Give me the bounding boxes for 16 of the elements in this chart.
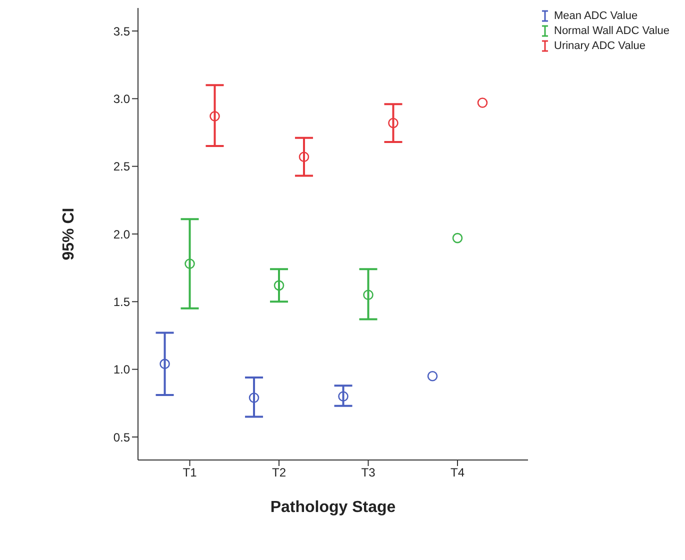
legend-label: Urinary ADC Value bbox=[554, 40, 646, 52]
y-axis-title: 95% CI bbox=[60, 208, 78, 260]
legend-label: Normal Wall ADC Value bbox=[554, 24, 670, 36]
y-tick-label: 2.5 bbox=[113, 160, 130, 174]
y-tick-label: 3.5 bbox=[113, 24, 130, 38]
x-axis-title: Pathology Stage bbox=[270, 499, 396, 516]
y-tick-label: 3.0 bbox=[113, 92, 130, 106]
x-tick-label: T4 bbox=[450, 466, 465, 480]
y-tick-label: 1.0 bbox=[113, 362, 130, 377]
y-tick-label: 1.5 bbox=[113, 294, 130, 309]
legend-label: Mean ADC Value bbox=[554, 10, 638, 22]
y-tick-label: 2.0 bbox=[113, 227, 130, 242]
x-tick-label: T1 bbox=[182, 466, 198, 480]
x-tick-label: T3 bbox=[361, 466, 376, 480]
y-tick-label: 0.5 bbox=[113, 430, 130, 444]
x-tick-label: T2 bbox=[272, 466, 286, 480]
